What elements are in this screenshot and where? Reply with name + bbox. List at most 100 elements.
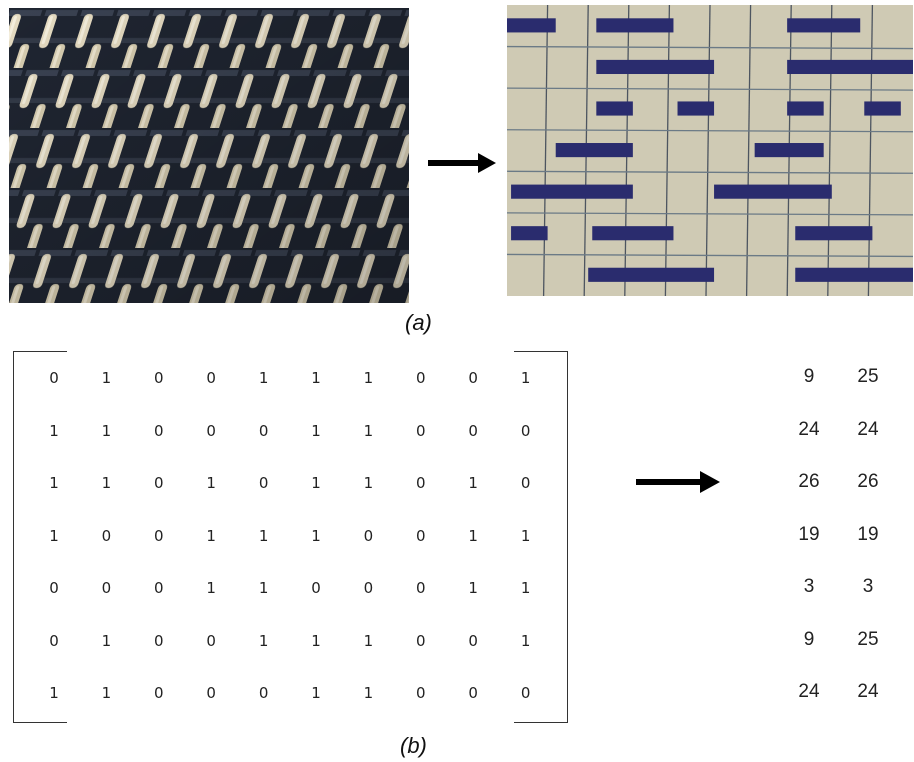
matrix-cell: 1 [101,421,112,440]
matrix-cell: 1 [258,526,269,545]
arrow-right-icon [428,153,496,173]
matrix-cell: 0 [154,369,164,387]
matrix-cell: 1 [520,369,531,387]
weave-bar [596,101,633,116]
grid-line [664,5,671,296]
matrix-cell: 0 [206,421,216,440]
matrix-cell: 1 [363,474,374,492]
grid-line [705,5,711,296]
matrix-cell: 0 [206,631,216,650]
grid-line [507,87,913,91]
matrix-cell: 1 [363,684,374,702]
weave-bar [592,226,674,241]
matrix-cell: 1 [311,421,321,440]
weave-bar [795,226,873,241]
matrix-cell: 0 [520,421,531,440]
matrix-cell: 1 [206,579,216,597]
matrix-cell: 1 [520,579,531,597]
matrix-cell: 0 [49,579,59,597]
grid-line [745,5,752,296]
grid-line [507,170,913,174]
left-bracket [13,351,67,723]
matrix-cell: 1 [311,369,321,387]
weave-bar [787,59,913,75]
matrix-cell: 1 [258,369,269,387]
encoded-value: 25 [857,366,879,387]
weave-bar [795,267,913,282]
matrix-cell: 0 [154,421,164,440]
matrix-cell: 0 [206,369,216,387]
fabric-photo [9,8,409,303]
matrix-cell: 0 [468,684,478,702]
matrix-cell: 1 [468,474,478,492]
weave-bar [787,101,824,116]
matrix-cell: 0 [363,579,374,597]
encoded-value: 26 [857,471,879,492]
matrix-cell: 1 [101,474,112,492]
matrix-cell: 0 [468,421,478,440]
grid-line [542,5,549,296]
weave-bar [787,18,861,33]
matrix-cell: 1 [206,526,216,545]
matrix-cell: 0 [101,579,112,597]
matrix-cell: 0 [416,579,426,597]
matrix-cell: 1 [101,631,112,650]
encoded-value: 3 [862,576,874,597]
matrix-cell: 0 [206,684,216,702]
matrix-cell: 0 [154,684,164,702]
matrix-cell: 0 [49,631,59,650]
matrix-cell: 0 [154,579,164,597]
weave-bar [511,226,548,241]
matrix-cell: 0 [416,474,426,492]
right-bracket [514,351,568,723]
encoded-values: 9 25 24 24 26 26 19 19 3 3 9 25 24 24 [780,351,900,723]
weave-bar [507,18,556,33]
matrix-cell: 0 [258,421,269,440]
weave-bar [511,184,633,199]
matrix-cell: 0 [468,631,478,650]
encoded-value: 25 [857,628,879,650]
matrix-cell: 1 [311,631,321,650]
arrow-right-icon [636,471,720,493]
weave-bar [596,18,674,33]
caption-b: (b) [400,733,427,758]
encoded-value: 3 [803,576,815,597]
caption-a: (a) [405,310,432,335]
matrix-cell: 0 [311,579,321,597]
matrix-cell: 0 [416,421,426,440]
matrix-cell: 1 [101,369,112,387]
matrix-cell: 0 [154,631,164,650]
encoded-value: 19 [857,523,879,545]
weave-bar [677,101,715,116]
binary-matrix: 0 1 0 0 1 1 1 0 0 1 1 1 0 0 0 1 1 0 0 0 1 1 0 1 0 1 1 0 1 0 1 0 0 1 1 1 0 0 1 1… [13,351,568,723]
matrix-cell: 0 [416,526,426,545]
encoded-value: 24 [857,418,879,440]
matrix-cell: 1 [311,684,321,702]
encoded-value: 9 [803,366,815,387]
weave-bar [596,59,715,75]
weave-bar [555,143,633,158]
matrix-cell: 0 [520,474,531,492]
matrix-cell: 0 [154,474,164,492]
matrix-cell: 0 [258,474,269,492]
matrix-cell: 1 [311,526,321,545]
matrix-cell: 1 [49,421,59,440]
grid-line [507,212,913,216]
matrix-cell: 1 [258,631,269,650]
encoded-value: 19 [798,523,820,545]
matrix-cell: 1 [468,579,478,597]
weave-draft-image [507,5,913,296]
matrix-cell: 1 [520,526,531,545]
matrix-cell: 0 [416,369,426,387]
matrix-cell: 0 [49,369,59,387]
matrix-cell: 1 [363,631,374,650]
grid-line [507,253,913,258]
matrix-cell: 0 [468,369,478,387]
weave-bar [864,101,901,116]
encoded-value: 24 [798,418,820,440]
matrix-cell: 1 [206,474,216,492]
matrix-cell: 0 [520,684,531,702]
weave-bar [754,143,824,158]
grid-line [827,5,833,296]
matrix-cell: 0 [416,684,426,702]
